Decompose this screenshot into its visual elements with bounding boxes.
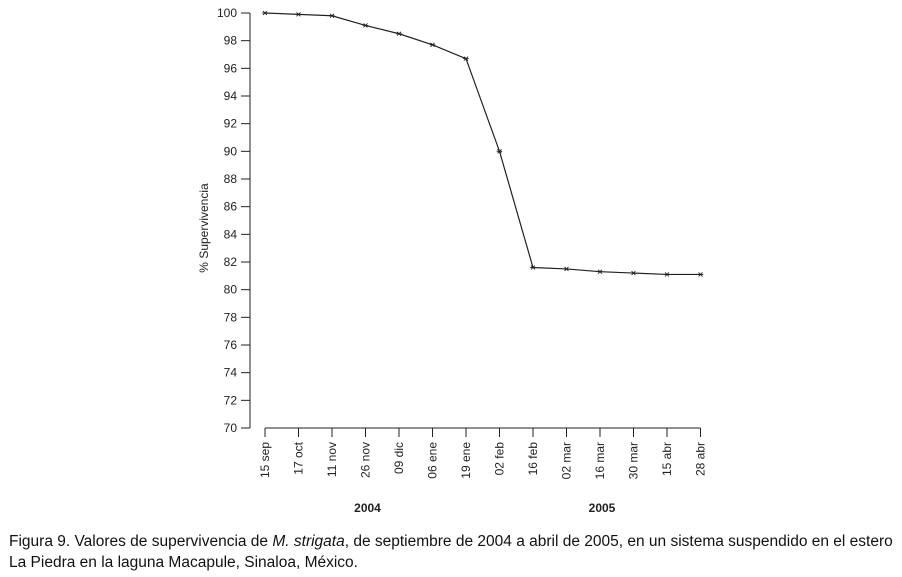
data-point: [262, 10, 268, 16]
y-tick-label: 76: [224, 338, 238, 352]
data-point: [630, 270, 637, 276]
data-point: [496, 149, 503, 154]
y-tick-label: 72: [224, 393, 238, 407]
y-axis-title: % Supervivencia: [197, 183, 211, 273]
x-tick-label: 06 ene: [426, 442, 440, 479]
plot-area: [262, 10, 704, 277]
data-point: [362, 23, 369, 28]
x-tick-label: 17 oct: [292, 441, 306, 474]
data-point: [563, 266, 570, 272]
x-tick-label: 09 dic: [392, 442, 406, 474]
y-tick-label: 98: [224, 34, 238, 48]
caption-prefix: Figura 9. Valores de supervivencia de: [9, 533, 273, 550]
x-tick-label: 16 feb: [526, 442, 540, 476]
y-tick-label: 82: [224, 255, 238, 269]
x-tick-label: 28 abr: [694, 442, 708, 476]
data-point: [463, 56, 469, 61]
data-point: [396, 31, 402, 37]
data-point: [295, 12, 302, 17]
x-tick-label: 30 mar: [627, 442, 641, 479]
data-point: [664, 272, 670, 277]
caption-line-2: La Piedra en la laguna Macapule, Sinaloa…: [9, 554, 358, 571]
y-axis: 70 72 74 76 78 80 82 84 86 88 90 92 94 96 98 100: [217, 6, 251, 435]
y-tick-label: 78: [224, 310, 238, 324]
caption-species: M. strigata: [272, 533, 345, 550]
x-tick-label: 26 nov: [359, 442, 373, 478]
y-tick-label: 74: [224, 366, 238, 380]
data-point: [530, 265, 536, 270]
y-tick-label: 70: [224, 421, 238, 435]
y-tick-label: 94: [224, 89, 238, 103]
caption-suffix: , de septiembre de 2004 a abril de 2005,…: [344, 533, 893, 550]
survival-line-chart: 70 72 74 76 78 80 82 84 86 88 90 92 94 96 98 100 15 sep…: [197, 6, 708, 515]
y-tick-label: 92: [224, 117, 238, 131]
y-tick-label: 86: [224, 200, 238, 214]
x-tick-label: 02 feb: [493, 442, 507, 476]
x-tick-label: 11 nov: [325, 442, 339, 477]
figure-caption: Figura 9. Valores de supervivencia de M.…: [9, 531, 899, 573]
year-label: 2005: [589, 501, 616, 515]
y-tick-label: 88: [224, 172, 238, 186]
x-tick-label: 15 abr: [660, 442, 674, 476]
data-point: [597, 269, 603, 274]
x-tick-label: 16 mar: [593, 442, 607, 479]
data-point: [429, 42, 436, 48]
x-axis: 15 sep 17 oct 11 nov 26 nov 09 dic 06 ene 19 e…: [258, 427, 708, 515]
x-tick-label: 19 ene: [459, 442, 473, 479]
y-tick-label: 80: [224, 283, 238, 297]
y-tick-label: 84: [224, 227, 238, 241]
year-label: 2004: [354, 501, 381, 515]
y-tick-label: 100: [217, 6, 237, 20]
y-tick-label: 90: [224, 144, 238, 158]
x-tick-label: 02 mar: [560, 442, 574, 479]
data-point: [697, 272, 704, 277]
y-tick-label: 96: [224, 61, 238, 75]
data-point: [329, 13, 335, 19]
x-tick-label: 15 sep: [258, 442, 272, 478]
series-line: [264, 12, 701, 276]
